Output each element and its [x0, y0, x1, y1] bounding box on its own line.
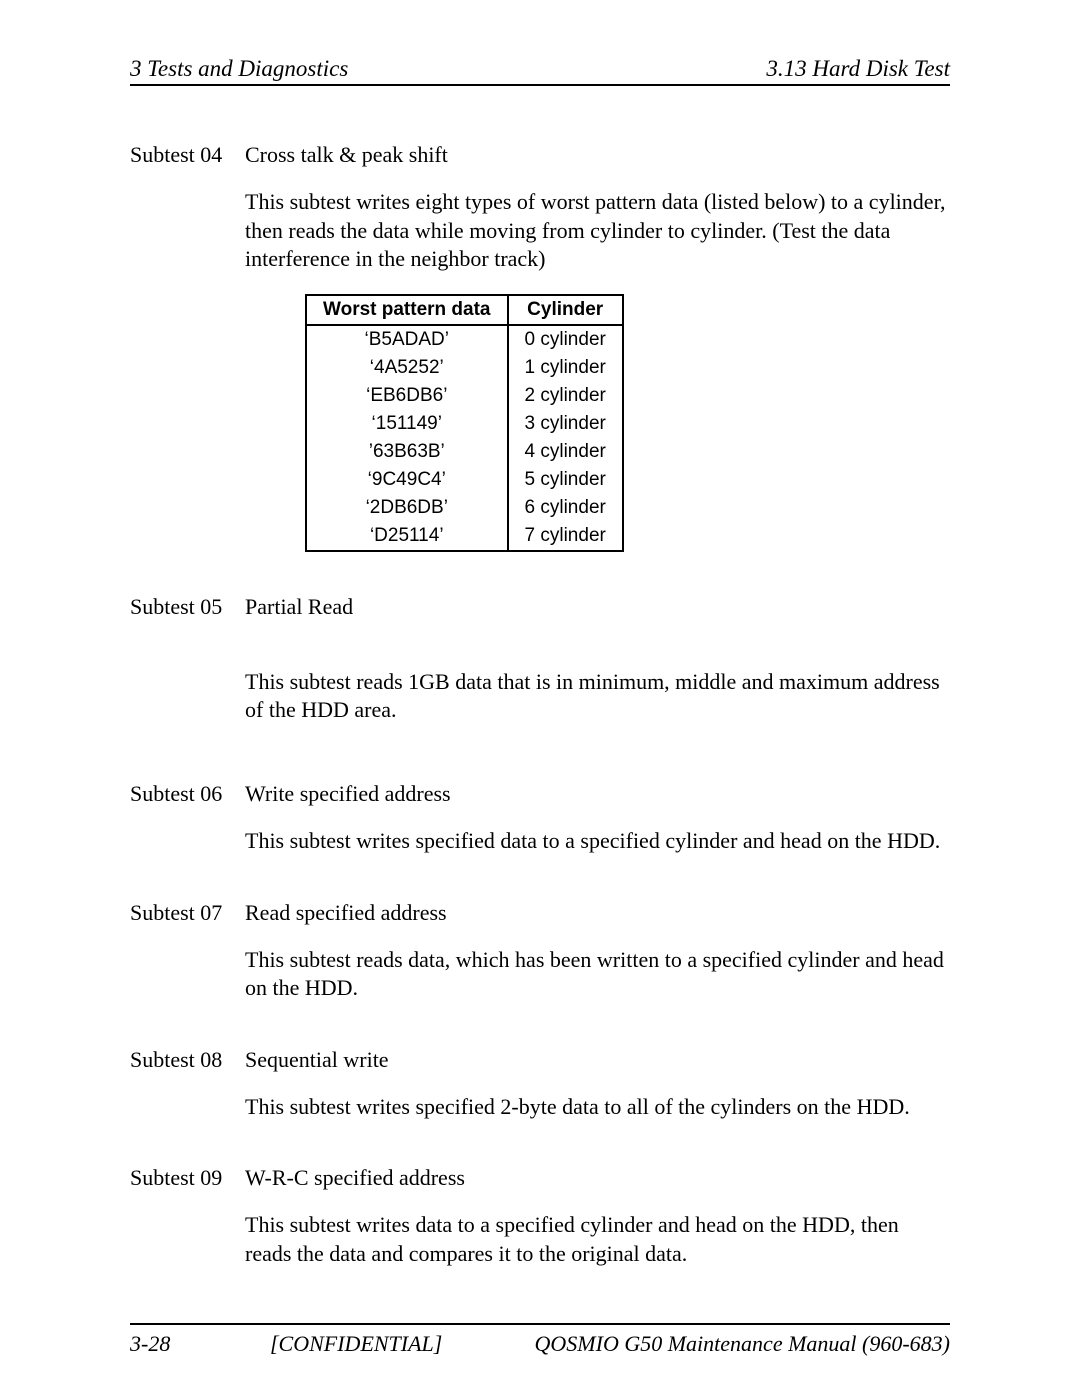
- subtest-07: Subtest 07 Read specified address This s…: [130, 900, 950, 1023]
- subtest-body: Read specified address This subtest read…: [245, 900, 950, 1023]
- running-head: 3 Tests and Diagnostics 3.13 Hard Disk T…: [130, 56, 950, 86]
- subtest-title: Partial Read: [245, 594, 950, 620]
- table-cell: 5 cylinder: [508, 466, 623, 494]
- subtest-label: Subtest 07: [130, 900, 245, 1023]
- table-cell: 3 cylinder: [508, 410, 623, 438]
- table-cell: 1 cylinder: [508, 354, 623, 382]
- subtest-desc: This subtest writes eight types of worst…: [245, 188, 950, 274]
- subtest-title: Read specified address: [245, 900, 950, 926]
- subtest-title: W-R-C specified address: [245, 1165, 950, 1191]
- table-header: Cylinder: [508, 295, 623, 325]
- table-header-row: Worst pattern data Cylinder: [306, 295, 623, 325]
- subtest-label: Subtest 04: [130, 142, 245, 576]
- page: 3 Tests and Diagnostics 3.13 Hard Disk T…: [0, 0, 1080, 1397]
- table-cell: ‘151149’: [306, 410, 508, 438]
- footer-confidential: [CONFIDENTIAL]: [270, 1331, 950, 1357]
- table-row: ‘4A5252’1 cylinder: [306, 354, 623, 382]
- table-row: ‘2DB6DB’6 cylinder: [306, 494, 623, 522]
- table-row: ‘EB6DB6’2 cylinder: [306, 382, 623, 410]
- table-row: ’63B63B’4 cylinder: [306, 438, 623, 466]
- subtest-label: Subtest 05: [130, 594, 245, 745]
- table-cell: 2 cylinder: [508, 382, 623, 410]
- table-row: ‘B5ADAD’0 cylinder: [306, 325, 623, 354]
- subtest-label: Subtest 09: [130, 1165, 245, 1288]
- header-right: 3.13 Hard Disk Test: [766, 56, 950, 82]
- table-cell: ‘2DB6DB’: [306, 494, 508, 522]
- subtest-title: Sequential write: [245, 1047, 950, 1073]
- table-cell: ‘EB6DB6’: [306, 382, 508, 410]
- subtest-body: W-R-C specified address This subtest wri…: [245, 1165, 950, 1288]
- table-row: ‘151149’3 cylinder: [306, 410, 623, 438]
- table-cell: ‘9C49C4’: [306, 466, 508, 494]
- subtest-06: Subtest 06 Write specified address This …: [130, 781, 950, 876]
- subtest-09: Subtest 09 W-R-C specified address This …: [130, 1165, 950, 1288]
- subtest-body: Cross talk & peak shift This subtest wri…: [245, 142, 950, 576]
- table-row: ‘D25114’7 cylinder: [306, 522, 623, 551]
- table-row: ‘9C49C4’5 cylinder: [306, 466, 623, 494]
- table-cell: 0 cylinder: [508, 325, 623, 354]
- subtest-title: Write specified address: [245, 781, 950, 807]
- subtest-desc: This subtest writes specified 2-byte dat…: [245, 1093, 950, 1122]
- subtest-04: Subtest 04 Cross talk & peak shift This …: [130, 142, 950, 576]
- table-cell: ‘4A5252’: [306, 354, 508, 382]
- subtest-body: Write specified address This subtest wri…: [245, 781, 950, 876]
- subtest-desc: This subtest writes data to a specified …: [245, 1211, 950, 1268]
- footer-page-number: 3-28: [130, 1331, 170, 1357]
- subtest-label: Subtest 08: [130, 1047, 245, 1142]
- page-footer: 3-28 [CONFIDENTIAL] QOSMIO G50 Maintenan…: [130, 1323, 950, 1357]
- subtest-desc: This subtest reads data, which has been …: [245, 946, 950, 1003]
- table-cell: 4 cylinder: [508, 438, 623, 466]
- subtest-05: Subtest 05 Partial Read This subtest rea…: [130, 594, 950, 745]
- table-header: Worst pattern data: [306, 295, 508, 325]
- table-cell: ‘B5ADAD’: [306, 325, 508, 354]
- header-left: 3 Tests and Diagnostics: [130, 56, 348, 82]
- table-cell: ’63B63B’: [306, 438, 508, 466]
- pattern-table: Worst pattern data Cylinder ‘B5ADAD’0 cy…: [305, 294, 624, 552]
- subtest-label: Subtest 06: [130, 781, 245, 876]
- table-cell: 7 cylinder: [508, 522, 623, 551]
- subtest-body: Partial Read This subtest reads 1GB data…: [245, 594, 950, 745]
- subtest-desc: This subtest reads 1GB data that is in m…: [245, 668, 950, 725]
- subtest-body: Sequential write This subtest writes spe…: [245, 1047, 950, 1142]
- table-cell: ‘D25114’: [306, 522, 508, 551]
- subtest-desc: This subtest writes specified data to a …: [245, 827, 950, 856]
- table-cell: 6 cylinder: [508, 494, 623, 522]
- subtest-08: Subtest 08 Sequential write This subtest…: [130, 1047, 950, 1142]
- subtest-title: Cross talk & peak shift: [245, 142, 950, 168]
